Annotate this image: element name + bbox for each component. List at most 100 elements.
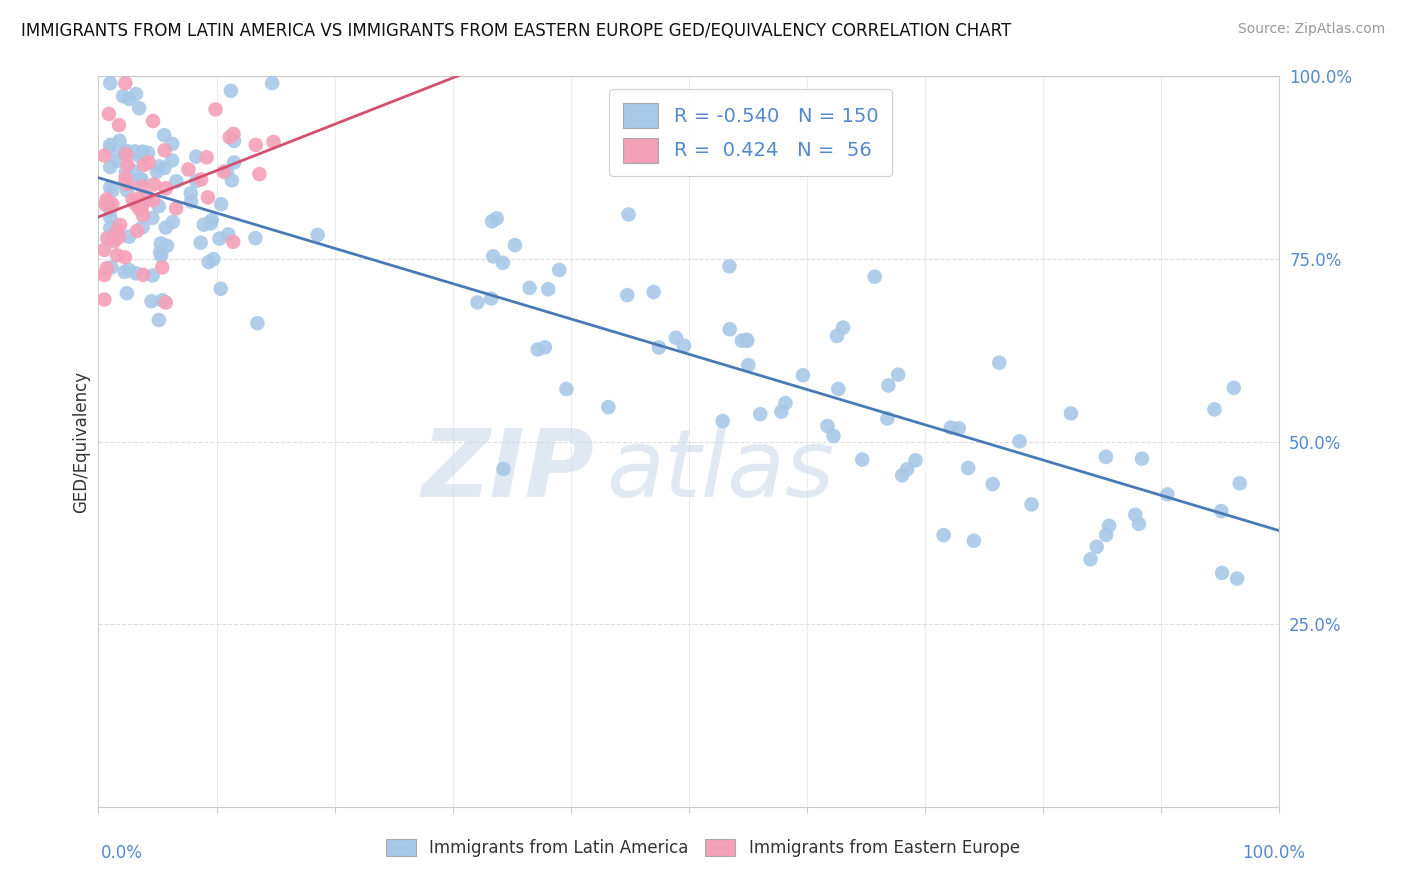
Point — [105, 153, 128, 168]
Point — [963, 533, 986, 548]
Point — [1008, 434, 1031, 449]
Point — [162, 136, 184, 151]
Point — [153, 144, 176, 158]
Point — [148, 313, 170, 327]
Point — [165, 174, 187, 188]
Point — [1226, 572, 1249, 586]
Point — [204, 103, 226, 117]
Point — [948, 421, 970, 435]
Point — [150, 293, 173, 308]
Point — [114, 165, 136, 179]
Point — [1156, 487, 1178, 501]
Point — [209, 197, 232, 211]
Point — [115, 147, 138, 161]
Point — [150, 260, 173, 275]
Point — [217, 227, 239, 242]
Point — [108, 134, 131, 148]
Point — [122, 164, 145, 178]
Point — [775, 396, 797, 410]
Point — [887, 368, 910, 382]
Point — [138, 155, 160, 169]
Point — [108, 230, 131, 244]
Point — [467, 295, 489, 310]
Point — [114, 76, 136, 90]
Point — [492, 256, 515, 270]
Point — [127, 192, 149, 206]
Point — [749, 407, 772, 421]
Point — [503, 238, 526, 252]
Point — [1060, 406, 1083, 420]
Point — [115, 184, 138, 198]
Point — [132, 208, 155, 222]
Point — [108, 218, 131, 232]
Point — [598, 400, 620, 414]
Point — [149, 236, 172, 251]
Point — [731, 334, 754, 348]
Point — [125, 266, 148, 280]
Point — [896, 462, 918, 476]
Point — [114, 177, 136, 191]
Point — [141, 294, 163, 309]
Point — [939, 420, 962, 434]
Point — [981, 477, 1004, 491]
Point — [1080, 552, 1102, 566]
Point — [115, 286, 138, 301]
Point — [155, 220, 177, 235]
Point — [134, 158, 156, 172]
Point — [200, 216, 222, 230]
Point — [823, 429, 845, 443]
Point — [135, 189, 157, 203]
Point — [1021, 497, 1043, 511]
Point — [146, 164, 169, 178]
Point — [197, 190, 219, 204]
Point — [245, 231, 267, 245]
Point — [718, 322, 741, 336]
Point — [672, 339, 695, 353]
Point — [124, 196, 146, 211]
Point — [118, 229, 141, 244]
Point — [482, 249, 505, 263]
Point — [876, 411, 898, 425]
Point — [1204, 402, 1226, 417]
Point — [112, 145, 135, 160]
Point — [128, 101, 150, 115]
Point — [127, 224, 149, 238]
Point — [222, 155, 245, 169]
Point — [141, 211, 163, 225]
Point — [180, 186, 202, 201]
Point — [132, 197, 155, 211]
Point — [221, 173, 243, 187]
Point — [186, 150, 208, 164]
Point — [142, 194, 165, 208]
Point — [1211, 504, 1233, 518]
Point — [114, 265, 136, 279]
Point — [201, 213, 224, 227]
Y-axis label: GED/Equivalency: GED/Equivalency — [72, 370, 90, 513]
Point — [129, 150, 152, 164]
Point — [877, 378, 900, 392]
Point — [209, 282, 232, 296]
Point — [148, 160, 170, 174]
Point — [519, 281, 541, 295]
Point — [131, 179, 153, 194]
Point — [262, 76, 284, 90]
Point — [101, 184, 124, 198]
Point — [101, 197, 124, 211]
Point — [208, 231, 231, 245]
Text: ZIP: ZIP — [422, 425, 595, 516]
Point — [1085, 540, 1108, 554]
Point — [125, 87, 148, 101]
Point — [643, 285, 665, 299]
Point — [129, 172, 152, 186]
Point — [526, 343, 548, 357]
Point — [307, 227, 329, 242]
Text: 100.0%: 100.0% — [1241, 844, 1305, 862]
Point — [1095, 528, 1118, 542]
Point — [735, 334, 758, 348]
Point — [212, 164, 235, 178]
Point — [103, 234, 125, 248]
Point — [215, 165, 238, 179]
Point — [481, 214, 503, 228]
Point — [98, 160, 121, 174]
Point — [1223, 381, 1246, 395]
